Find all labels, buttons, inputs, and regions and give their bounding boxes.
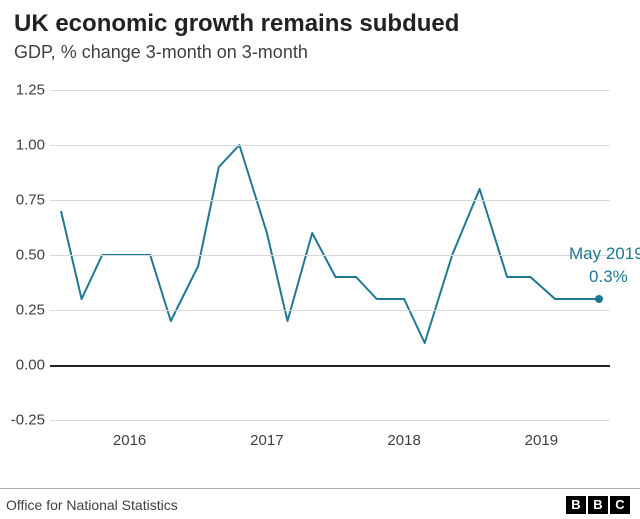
bbc-logo: B B C bbox=[566, 496, 630, 514]
gridline bbox=[50, 420, 610, 421]
y-axis-label: 0.25 bbox=[5, 302, 45, 319]
gridline bbox=[50, 90, 610, 91]
chart-subtitle: GDP, % change 3-month on 3-month bbox=[14, 42, 308, 63]
x-axis-label: 2018 bbox=[387, 432, 420, 449]
series-end-dot bbox=[595, 295, 603, 303]
y-axis-label: -0.25 bbox=[5, 412, 45, 429]
annotation-label: May 2019 bbox=[569, 244, 640, 264]
line-series bbox=[61, 145, 599, 343]
x-axis-label: 2016 bbox=[113, 432, 146, 449]
y-axis-label: 0.00 bbox=[5, 357, 45, 374]
annotation-value: 0.3% bbox=[589, 267, 628, 287]
gridline bbox=[50, 200, 610, 201]
chart-svg bbox=[0, 70, 640, 460]
bbc-logo-letter: C bbox=[610, 496, 630, 514]
gridline bbox=[50, 145, 610, 146]
chart-footer: Office for National Statistics B B C bbox=[0, 488, 640, 519]
y-axis-label: 1.25 bbox=[5, 82, 45, 99]
y-axis-label: 1.00 bbox=[5, 137, 45, 154]
gridline bbox=[50, 255, 610, 256]
gridline bbox=[50, 310, 610, 311]
chart-plot-area: -0.25 0.00 0.25 0.50 0.75 1.00 1.25 2016 2017 201… bbox=[0, 70, 640, 460]
y-axis-label: 0.75 bbox=[5, 192, 45, 209]
chart-card: UK economic growth remains subdued GDP, … bbox=[0, 0, 640, 519]
y-axis-label: 0.50 bbox=[5, 247, 45, 264]
zero-line bbox=[50, 365, 610, 367]
x-axis-label: 2019 bbox=[525, 432, 558, 449]
bbc-logo-letter: B bbox=[566, 496, 586, 514]
x-axis-label: 2017 bbox=[250, 432, 283, 449]
source-text: Office for National Statistics bbox=[6, 497, 178, 513]
bbc-logo-letter: B bbox=[588, 496, 608, 514]
chart-title: UK economic growth remains subdued bbox=[14, 10, 459, 38]
